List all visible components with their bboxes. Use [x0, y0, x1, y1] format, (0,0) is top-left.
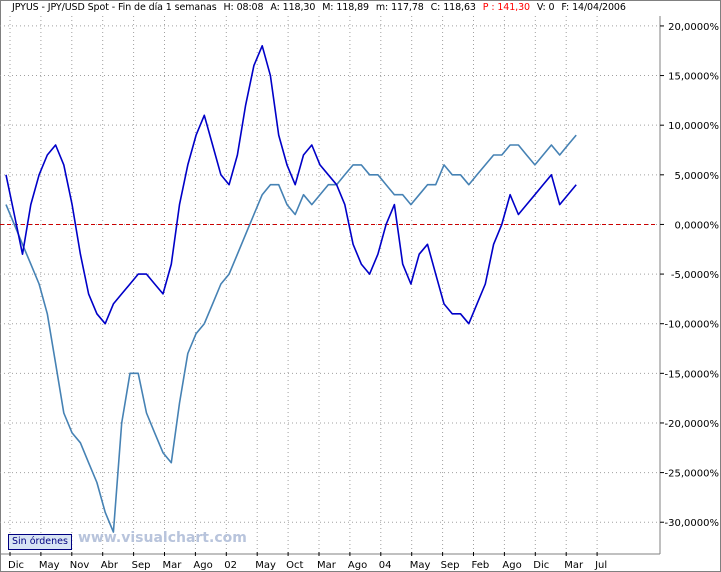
y-tick-label: -25,0000%	[665, 469, 719, 480]
y-tick-label: -5,0000%	[671, 270, 719, 281]
x-tick-label: Sep	[132, 560, 151, 571]
min-readout: m: 117,78	[375, 2, 424, 13]
x-tick-label: Feb	[472, 560, 490, 571]
x-tick-label: Mar	[163, 560, 183, 571]
symbol-label: JPYUS - JPY/USD Spot - Fin de día 1 sema…	[12, 2, 217, 13]
x-tick-label: Nov	[70, 560, 90, 571]
y-tick-label: -15,0000%	[665, 369, 719, 380]
close-readout: C: 118,63	[430, 2, 476, 13]
open-readout: A: 118,30	[270, 2, 316, 13]
y-tick-label: 10,0000%	[668, 121, 719, 132]
x-tick-label: Ago	[348, 560, 367, 571]
y-tick-label: -30,0000%	[665, 518, 719, 529]
price-readout: P : 141,30	[482, 2, 530, 13]
y-tick-label: 5,0000%	[675, 171, 720, 182]
y-tick-label: 20,0000%	[668, 22, 719, 33]
x-tick-label: Mar	[564, 560, 584, 571]
x-tick-label: May	[39, 560, 60, 571]
vertical-gridlines	[9, 16, 598, 552]
series-line-primary	[5, 44, 577, 325]
x-tick-label: Mar	[317, 560, 337, 571]
x-tick-label: Oct	[286, 560, 303, 571]
x-tick-label: Abr	[101, 560, 119, 571]
date-readout: F: 14/04/2006	[561, 2, 626, 13]
x-tick-label: Dic	[8, 560, 24, 571]
x-tick-label: 04	[379, 560, 392, 571]
x-tick-label: Sep	[441, 560, 460, 571]
orders-badge[interactable]: Sin órdenes	[8, 534, 72, 550]
x-tick-label: Jul	[594, 560, 607, 571]
x-tick-label: Ago	[193, 560, 212, 571]
chart-header: JPYUS - JPY/USD Spot - Fin de día 1 sema…	[12, 2, 630, 16]
y-tick-label: 15,0000%	[668, 72, 719, 83]
y-tick-label: -10,0000%	[665, 320, 719, 331]
watermark-logo: www.visualchart.com	[78, 530, 247, 546]
x-tick-label: May	[410, 560, 431, 571]
max-readout: M: 118,89	[322, 2, 369, 13]
y-tick-label: -20,0000%	[665, 419, 719, 430]
x-tick-label: May	[255, 560, 276, 571]
price-axis-labels: 20,0000% 15,0000% 10,0000% 5,0000% 0,0000% -5…	[660, 22, 719, 529]
time-axis-labels: Dic May Nov Abr Sep Mar Ago 02 May Oct Mar Ago 04 May…	[8, 552, 607, 571]
x-tick-label: Dic	[533, 560, 549, 571]
horizontal-gridlines	[0, 25, 658, 523]
volume-readout: V: 0	[536, 2, 555, 13]
y-tick-label: 0,0000%	[675, 220, 720, 231]
series-group	[5, 44, 577, 533]
x-tick-label: Ago	[502, 560, 521, 571]
hour-readout: H: 08:08	[223, 2, 264, 13]
series-line-compare	[5, 134, 577, 533]
x-tick-label: 02	[224, 560, 237, 571]
